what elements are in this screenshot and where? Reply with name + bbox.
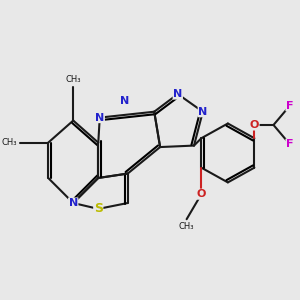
Text: N: N	[95, 112, 104, 123]
Text: O: O	[197, 189, 206, 199]
Text: O: O	[250, 120, 259, 130]
Text: N: N	[173, 89, 182, 99]
Text: F: F	[286, 101, 293, 111]
Text: F: F	[286, 139, 293, 149]
Text: N: N	[120, 96, 129, 106]
Text: CH₃: CH₃	[179, 222, 194, 231]
Text: CH₃: CH₃	[65, 75, 81, 84]
Text: S: S	[94, 202, 103, 215]
Text: N: N	[198, 107, 207, 117]
Text: CH₃: CH₃	[2, 138, 17, 147]
Text: N: N	[69, 198, 78, 208]
